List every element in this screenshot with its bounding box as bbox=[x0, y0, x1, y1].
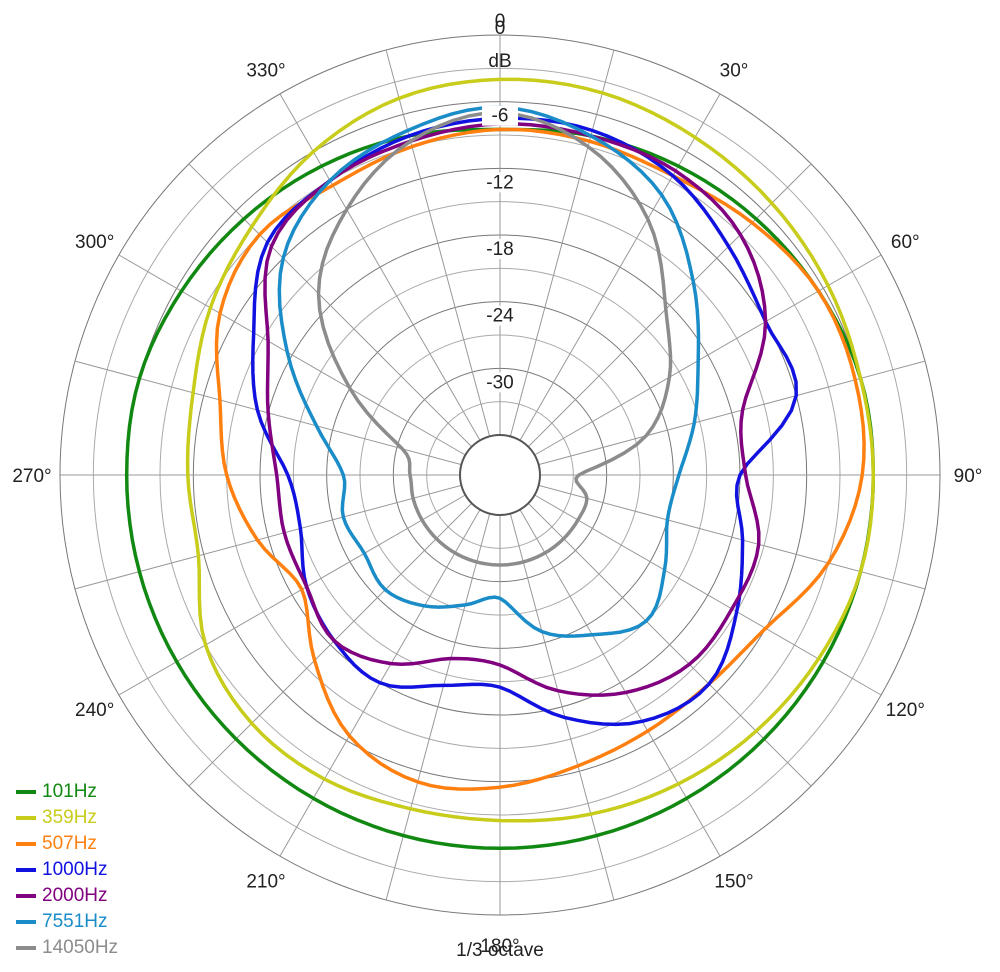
legend-swatch bbox=[16, 842, 36, 846]
grid-spoke bbox=[188, 502, 473, 787]
series-line-507Hz bbox=[214, 127, 866, 791]
polar-grid bbox=[59, 34, 941, 916]
legend-label: 14050Hz bbox=[42, 937, 119, 958]
legend: 101Hz 359Hz 507Hz 1000Hz 2000Hz 7551Hz 14050Hz bbox=[16, 779, 118, 961]
radial-unit-label: dB bbox=[488, 51, 511, 72]
legend-label: 101Hz bbox=[42, 781, 97, 802]
angle-tick-label: 30° bbox=[720, 61, 749, 82]
grid-spoke bbox=[527, 163, 812, 448]
angle-tick-label: 270° bbox=[12, 466, 51, 487]
angle-tick-label: 180° bbox=[480, 936, 519, 957]
grid-spoke bbox=[279, 93, 481, 441]
series-line-359Hz bbox=[185, 77, 876, 823]
angle-tick-label: 120° bbox=[886, 700, 925, 721]
grid-spoke bbox=[534, 254, 882, 456]
radial-tick-label: -6 bbox=[492, 106, 509, 127]
grid-spoke bbox=[527, 502, 812, 787]
legend-item: 507Hz bbox=[16, 831, 118, 857]
series-lines bbox=[124, 77, 876, 851]
legend-item: 101Hz bbox=[16, 779, 118, 805]
radial-tick-bg bbox=[482, 172, 518, 193]
grid-spoke bbox=[519, 93, 721, 441]
legend-item: 359Hz bbox=[16, 805, 118, 831]
angle-tick-label: 0 bbox=[495, 18, 506, 39]
legend-label: 507Hz bbox=[42, 833, 97, 854]
grid-spoke bbox=[188, 163, 473, 448]
radial-tick-bg bbox=[482, 105, 518, 126]
radial-tick-label: 0 bbox=[495, 11, 506, 32]
legend-swatch bbox=[16, 894, 36, 898]
legend-label: 359Hz bbox=[42, 807, 97, 828]
radial-tick-label: -24 bbox=[486, 306, 514, 327]
angle-tick-label: 330° bbox=[246, 61, 285, 82]
center-circle bbox=[459, 434, 541, 516]
grid-spoke bbox=[534, 494, 882, 696]
legend-swatch bbox=[16, 868, 36, 872]
angle-tick-label: 90° bbox=[954, 466, 983, 487]
series-line-7551Hz bbox=[277, 105, 701, 638]
angle-tick-label: 240° bbox=[75, 700, 114, 721]
grid-spoke bbox=[519, 509, 721, 857]
grid-spoke bbox=[118, 254, 466, 456]
grid-spoke bbox=[509, 49, 615, 437]
legend-label: 2000Hz bbox=[42, 885, 108, 906]
legend-label: 1000Hz bbox=[42, 859, 108, 880]
angle-tick-labels: 0 30° 60° 90° 120° 150° 180° 210° 240° 270° 300° 33… bbox=[12, 18, 982, 957]
radial-tick-label: -18 bbox=[486, 239, 513, 260]
legend-swatch bbox=[16, 816, 36, 820]
series-line-14050Hz bbox=[316, 111, 673, 567]
radial-tick-label: -30 bbox=[486, 372, 513, 393]
angle-tick-label: 300° bbox=[75, 232, 114, 253]
angle-tick-label: 60° bbox=[891, 232, 920, 253]
radial-tick-bg bbox=[482, 239, 518, 259]
legend-item: 14050Hz bbox=[16, 935, 118, 961]
radial-tick-bg bbox=[482, 372, 518, 393]
grid-spoke bbox=[385, 49, 491, 437]
legend-label: 7551Hz bbox=[42, 911, 108, 932]
legend-item: 7551Hz bbox=[16, 909, 118, 935]
radial-tick-labels: 0 -6 -12 -18 -24 -30 bbox=[482, 11, 518, 393]
legend-item: 2000Hz bbox=[16, 883, 118, 909]
angle-tick-label: 210° bbox=[246, 871, 285, 892]
legend-swatch bbox=[16, 790, 36, 794]
radial-tick-bg bbox=[482, 305, 518, 326]
bandwidth-note: 1/3 octave bbox=[456, 940, 544, 961]
legend-swatch bbox=[16, 946, 36, 950]
radial-tick-label: -12 bbox=[486, 172, 513, 193]
legend-swatch bbox=[16, 920, 36, 924]
legend-item: 1000Hz bbox=[16, 857, 118, 883]
series-line-2000Hz bbox=[263, 122, 768, 697]
angle-tick-label: 150° bbox=[714, 871, 753, 892]
